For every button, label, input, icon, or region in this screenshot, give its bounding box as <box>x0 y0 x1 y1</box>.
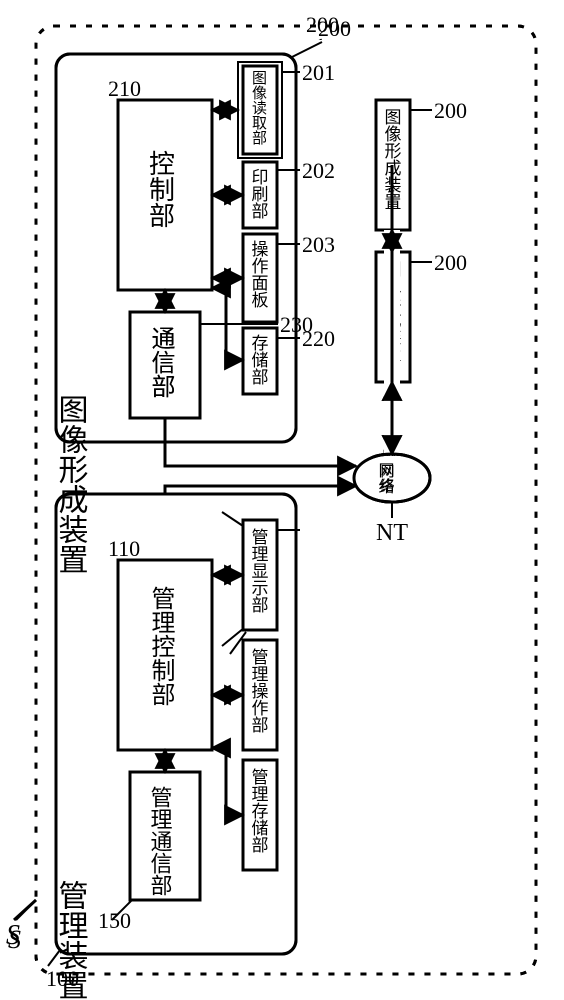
ext200b-r: 200 <box>434 250 467 275</box>
blk150-r: 150 <box>98 908 131 933</box>
blk202-r: 202 <box>302 158 335 183</box>
blk230-l2: 通信部 <box>147 326 175 398</box>
blk120-l: 管理显示部 <box>249 528 269 613</box>
network-label3: 网络 <box>379 464 395 492</box>
system-s-label2: S <box>6 920 20 951</box>
blk201-l: 图像读取部 <box>250 70 267 145</box>
blk150-l: 管理通信部 <box>148 786 173 896</box>
blk202-l: 印刷部 <box>249 168 269 219</box>
frame-right-ref2: 200 <box>318 16 351 41</box>
frame-left-ref2: 100 <box>46 966 79 991</box>
blk110-r: 110 <box>108 536 140 561</box>
blk220-r: 220 <box>302 326 335 351</box>
blk203-l: 操作面板 <box>249 240 269 308</box>
ext200a-r: 200 <box>434 98 467 123</box>
blk110-l: 管理控制部 <box>147 586 175 706</box>
nt-label: NT <box>376 520 408 546</box>
blk220-l: 存储部 <box>249 334 269 385</box>
blk203-r: 203 <box>302 232 335 257</box>
frame-right-title2: 图像形成装置 <box>54 394 89 574</box>
blk210-l: 控制部 <box>146 150 175 228</box>
diagram-canvas: S 图像形成装置 200 控制部 210 通信部 230 图像读取部 201 印… <box>0 0 564 1000</box>
blk140-l: 管理存储部 <box>249 768 269 853</box>
blk130-l: 管理操作部 <box>249 648 269 733</box>
blk201-r: 201 <box>302 60 335 85</box>
blk210-r: 210 <box>108 76 141 101</box>
